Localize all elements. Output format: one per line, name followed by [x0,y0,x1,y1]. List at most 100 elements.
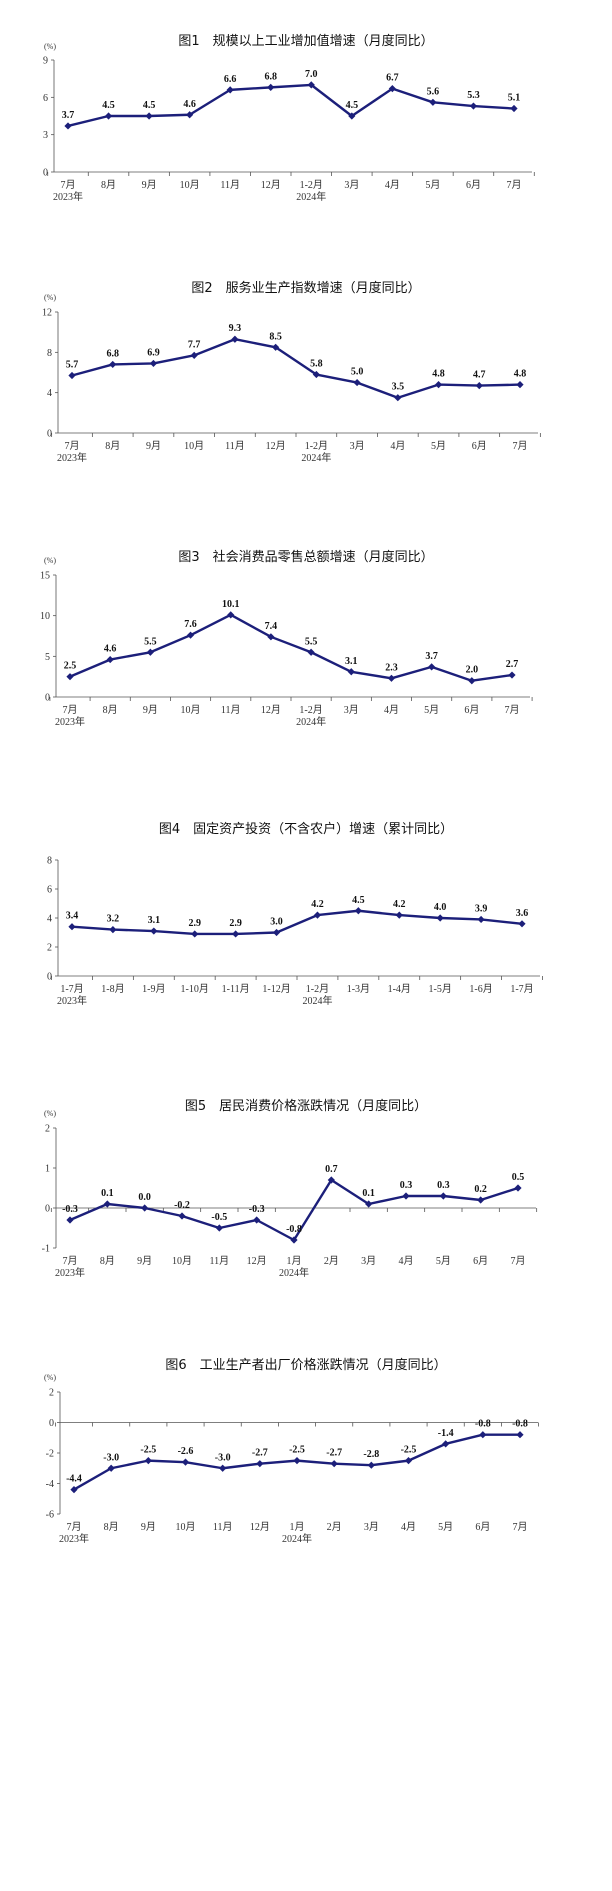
x-tick-label: 7月 [65,440,80,452]
data-label: 3.7 [425,651,438,662]
chart-panel-4: 图4 固定资产投资（不含农户）增速（累计同比） 0 2 4 6 8 1-7月 1-8月 1-9… [0,822,612,1200]
x-tick-label: 11月 [221,704,241,716]
data-point-marker [145,112,153,120]
data-label: 0.3 [437,1180,450,1191]
data-point-marker [181,1458,190,1466]
x-tick-label: 3月 [344,179,359,191]
x-tick-label: 11月 [220,179,240,191]
y-tick-label: -6 [46,1510,54,1521]
year-label: 2023年 [55,715,85,728]
x-tick-label: 1-8月 [101,983,124,995]
data-label: 7.6 [184,619,197,630]
y-tick-label: 8 [47,856,52,867]
x-tick-label: 11月 [210,1255,230,1267]
x-tick-label: 7月 [511,1255,526,1267]
chart-panel-2: 图2 服务业生产指数增速（月度同比） (%) 0 4 8 12 7月 8月 9月 10月 11月 1… [0,281,612,600]
x-tick-label: 5月 [425,179,440,191]
unit-label: (%) [44,1109,56,1118]
data-label: 4.8 [432,369,445,380]
data-point-marker [516,1431,524,1439]
series-line [71,909,523,936]
data-point-marker [508,671,516,679]
unit-label: (%) [44,556,56,565]
data-label: 2.3 [385,662,398,673]
x-tick-label: 1-12月 [262,983,290,995]
y-tick-label: -4 [46,1479,54,1490]
data-label: 5.7 [66,360,79,371]
x-tick-label: 12月 [261,704,281,716]
x-tick-label: 5月 [436,1255,451,1267]
data-label: 2.5 [64,661,77,672]
data-label: 4.5 [346,100,359,111]
data-point-marker [106,655,114,664]
x-tick-label: 5月 [431,440,446,452]
year-label: 2024年 [296,715,326,728]
data-label: -0.2 [174,1200,190,1211]
data-label: 4.6 [183,99,196,110]
unit-label: (%) [44,42,56,51]
x-tick-label: 8月 [101,179,116,191]
x-tick-label: 9月 [141,1521,156,1533]
data-point-marker [307,81,315,89]
data-label: -2.7 [252,1448,268,1459]
x-tick-label: 6月 [472,440,487,452]
data-point-marker [66,1216,74,1224]
data-point-marker [70,1486,78,1494]
x-tick-label: 1-7月 [60,983,83,995]
chart-panel-6: 图6 工业生产者出厂价格涨跌情况（月度同比） (%) -6 -4 -2 0 2 7月 8月 9月… [0,1358,612,1891]
x-tick-label: 8月 [104,1521,119,1533]
y-tick-label: 8 [47,348,52,359]
x-tick-label: 7月 [513,1521,528,1533]
year-label: 2024年 [302,994,332,1007]
y-tick-label: 0 [47,972,52,983]
x-tick-label: 2月 [324,1255,339,1267]
y-tick-label: 0 [45,693,50,704]
data-label: 3.7 [62,110,75,121]
data-point-marker [442,1440,450,1448]
data-point-marker [354,907,362,915]
x-tick-label: 10月 [184,440,204,452]
data-label: 5.1 [508,93,521,104]
x-tick-label: 5月 [438,1521,453,1533]
y-tick-label: 9 [43,56,48,67]
data-point-marker [227,611,235,619]
data-label: 4.2 [393,899,406,910]
year-label: 2023年 [53,190,83,203]
data-point-marker [231,335,239,343]
data-label: 3.0 [270,917,283,928]
x-tick-label: 7月 [67,1521,82,1533]
data-point-marker [312,370,320,379]
data-point-marker [468,677,476,685]
data-point-marker [510,104,518,113]
y-tick-label: -2 [46,1449,54,1460]
data-point-marker [479,1431,487,1439]
data-label: 2.9 [188,918,201,929]
chart-panel-1: 图1 规模以上工业增加值增速（月度同比） (%) 0 3 6 9 7月 8月 9月 10月 11月… [0,0,612,300]
data-label: -4.4 [66,1474,82,1485]
data-label: -0.5 [211,1212,227,1223]
x-tick-label: 10月 [181,704,201,716]
data-label: 3.6 [516,908,529,919]
y-tick-label: 0 [47,429,52,440]
x-tick-label: 10月 [176,1521,196,1533]
x-tick-label: 1月 [287,1255,302,1267]
x-tick-label: 1-4月 [388,983,411,995]
data-point-marker [518,920,526,928]
data-label: 0.1 [101,1188,114,1199]
chart-title: 图1 规模以上工业增加值增速（月度同比） [178,34,434,49]
x-tick-label: 6月 [475,1521,490,1533]
year-label: 2024年 [282,1532,312,1545]
data-label: 6.8 [264,71,277,82]
data-label: -2.5 [289,1445,305,1456]
x-tick-label: 1-2月 [300,179,323,191]
data-label: 6.7 [386,73,399,84]
x-tick-label: 4月 [385,179,400,191]
data-label: 0.1 [362,1188,375,1199]
data-point-marker [215,1224,223,1232]
data-label: 6.9 [147,347,160,358]
data-label: 7.0 [305,69,318,80]
y-tick-label: 0 [43,168,48,179]
x-tick-label: 8月 [100,1255,115,1267]
